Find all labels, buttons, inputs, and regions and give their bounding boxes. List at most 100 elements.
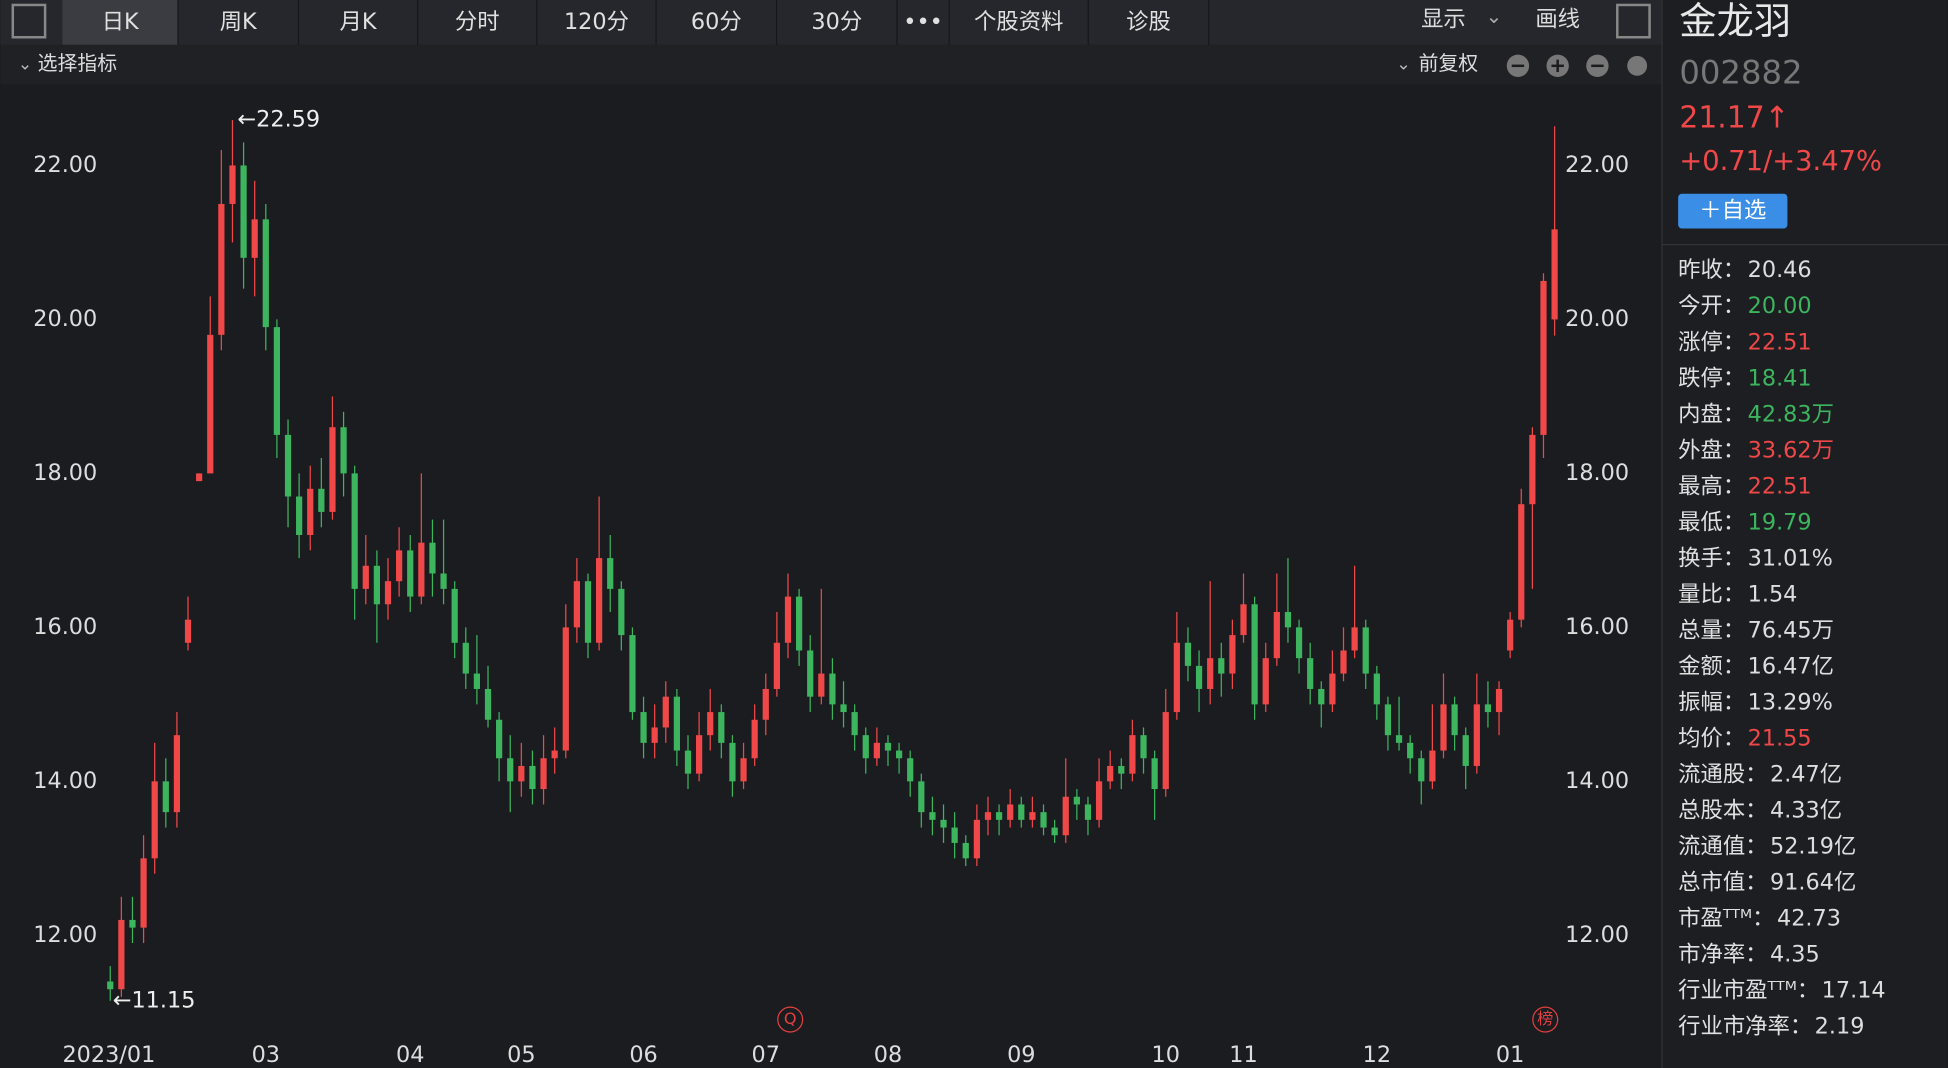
stat-label: 最低： xyxy=(1678,509,1745,535)
tab-active xyxy=(62,0,178,45)
candle-body xyxy=(107,981,114,990)
candle-body xyxy=(484,688,492,720)
tab[interactable]: 个股资料 xyxy=(974,9,1063,35)
sidebar-icon[interactable] xyxy=(1616,3,1651,39)
y-tick-label-right: 14.00 xyxy=(1565,768,1629,794)
candle-body xyxy=(851,712,858,736)
candle-body xyxy=(695,735,703,774)
candle-body xyxy=(1551,229,1558,320)
stock-code: 002882 xyxy=(1679,54,1802,92)
settings[interactable] xyxy=(1627,55,1648,76)
stat-label: 量比： xyxy=(1678,581,1745,607)
stat-value: 76.45万 xyxy=(1748,617,1834,643)
candle-body xyxy=(1451,704,1458,736)
tab[interactable]: 日K xyxy=(102,9,140,35)
candle-body xyxy=(118,919,125,990)
toolbar xyxy=(0,0,1662,45)
candle-body xyxy=(1095,781,1103,820)
candle-body xyxy=(573,581,580,628)
candle-body xyxy=(596,558,603,643)
y-tick-label-right: 18.00 xyxy=(1565,460,1629,486)
candle-body xyxy=(229,165,236,204)
marker-q[interactable] xyxy=(777,1006,804,1033)
tab[interactable]: 诊股 xyxy=(1126,9,1171,35)
draw-menu[interactable]: 画线 xyxy=(1535,6,1580,32)
candle-body xyxy=(1040,812,1047,828)
y-tick-label-right: 20.00 xyxy=(1565,306,1629,332)
candle-body xyxy=(940,819,947,828)
sidebar-icon[interactable] xyxy=(11,3,47,39)
candle-body xyxy=(1540,280,1547,435)
stat-value: 21.55 xyxy=(1748,725,1812,751)
candle-body xyxy=(1373,673,1380,705)
candle-body xyxy=(329,427,336,512)
adjust-select[interactable]: 前复权 xyxy=(1419,52,1479,75)
y-tick-label: 14.00 xyxy=(33,768,97,794)
stat-value: 22.51 xyxy=(1748,329,1812,355)
indicator-select[interactable]: 选择指标 xyxy=(38,52,117,75)
candle-body xyxy=(1329,673,1336,705)
x-tick-label: 11 xyxy=(1229,1042,1257,1068)
candle-body xyxy=(1462,735,1469,766)
tab[interactable]: 周K xyxy=(220,9,258,35)
candle-body xyxy=(895,750,903,759)
candle-body xyxy=(1307,658,1314,689)
candle-body xyxy=(529,765,536,790)
candle-body xyxy=(307,488,314,535)
candle-body xyxy=(684,750,692,774)
candle-body xyxy=(1240,604,1247,636)
y-tick-label: 12.00 xyxy=(33,922,97,948)
candle-body xyxy=(1151,758,1158,790)
candle-body xyxy=(640,712,647,743)
candle-body xyxy=(451,588,458,643)
stat-value: 20.00 xyxy=(1748,293,1812,319)
tab[interactable]: 120分 xyxy=(564,9,629,35)
candle-body xyxy=(1384,704,1392,736)
tab[interactable]: 30分 xyxy=(811,9,862,35)
candle-body xyxy=(1007,804,1014,820)
tab[interactable]: ••• xyxy=(903,9,943,35)
stat-label: 流通值： xyxy=(1678,833,1767,859)
tab[interactable]: 分时 xyxy=(455,9,500,35)
candle-body xyxy=(707,712,714,736)
stat-value: 18.41 xyxy=(1748,365,1812,391)
marker-rank[interactable] xyxy=(1532,1006,1559,1033)
candle-body xyxy=(829,673,836,705)
candle-body xyxy=(729,742,736,782)
candle-body xyxy=(884,742,892,751)
display-menu[interactable]: 显示 xyxy=(1421,6,1466,32)
candle-body xyxy=(951,827,958,843)
candle-body xyxy=(718,712,725,743)
stat-label: 今开： xyxy=(1678,293,1745,319)
low-annotation: ←11.15 xyxy=(113,987,196,1013)
watchlist-button-text: ＋自选 xyxy=(1699,198,1766,224)
stat-value: 16.47亿 xyxy=(1748,653,1834,679)
stat-value: 33.62万 xyxy=(1748,437,1834,463)
x-tick-label: 09 xyxy=(1007,1042,1035,1068)
candle-body xyxy=(562,627,569,751)
candle-body xyxy=(318,488,325,512)
tab[interactable]: 月K xyxy=(340,9,378,35)
stat-label: 均价： xyxy=(1678,725,1745,751)
candle-body xyxy=(440,573,447,589)
stat-label: 振幅： xyxy=(1678,689,1745,715)
candle-body xyxy=(929,812,936,820)
candle-body xyxy=(1395,735,1403,743)
stock-name: 金龙羽 xyxy=(1679,0,1791,43)
candle-body xyxy=(1018,804,1025,820)
candle-body xyxy=(1207,658,1214,689)
watchlist-button[interactable] xyxy=(1678,193,1788,229)
candle-body xyxy=(496,719,503,759)
candle-body xyxy=(1173,642,1180,713)
candle-body xyxy=(196,473,203,482)
tab[interactable]: 60分 xyxy=(691,9,742,35)
candle-body xyxy=(296,496,303,535)
x-tick-label: 03 xyxy=(252,1042,280,1068)
stat-value: 4.35 xyxy=(1770,941,1820,967)
candle-body xyxy=(151,781,158,859)
candle-body xyxy=(1473,704,1480,766)
candle-body xyxy=(1162,712,1169,790)
candle-body xyxy=(607,558,614,589)
stat-value: 2.19 xyxy=(1815,1014,1865,1040)
quote-panel xyxy=(1661,0,1948,1068)
